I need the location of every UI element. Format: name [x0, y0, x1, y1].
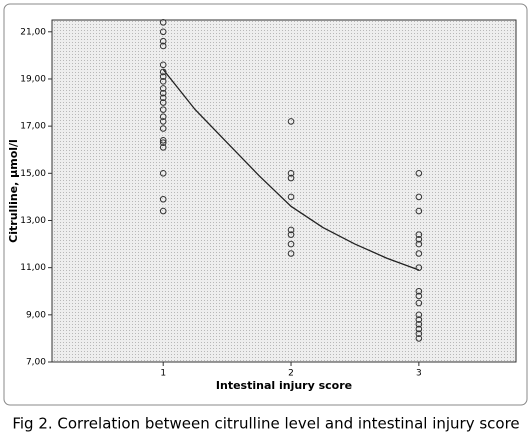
data-point: [159, 118, 167, 125]
data-point: [415, 264, 423, 271]
x-tick-label: 1: [160, 369, 166, 379]
data-point: [415, 287, 423, 295]
y-tick-label: 7,00: [26, 358, 46, 368]
data-point: [159, 139, 167, 146]
data-point: [287, 170, 295, 177]
data-point: [159, 136, 167, 144]
data-point: [159, 85, 167, 92]
plot-area: [51, 19, 517, 363]
data-point: [159, 195, 167, 203]
data-point: [159, 113, 167, 121]
y-tick-label: 13,00: [20, 216, 46, 226]
data-point: [415, 250, 423, 257]
data-point: [287, 226, 295, 234]
data-point: [415, 330, 423, 337]
data-point: [415, 236, 423, 243]
data-point: [159, 42, 167, 50]
data-point: [415, 325, 423, 333]
y-tick-label: 21,00: [20, 27, 46, 37]
data-point: [415, 299, 423, 307]
y-tick-label: 15,00: [20, 169, 46, 179]
data-point: [159, 99, 167, 106]
data-point: [415, 207, 423, 215]
data-point: [159, 144, 167, 151]
x-tick-label: 3: [416, 369, 422, 379]
data-point: [287, 193, 295, 201]
data-point: [415, 311, 423, 319]
y-tick-label: 9,00: [26, 310, 46, 320]
data-point: [415, 240, 423, 248]
y-axis-label: Citrulline, µmol/l: [7, 139, 20, 243]
data-point: [159, 61, 167, 69]
data-point: [415, 316, 423, 323]
data-point: [159, 125, 167, 132]
y-tick-label: 19,00: [20, 74, 46, 84]
data-point: [415, 292, 423, 300]
data-point: [287, 174, 295, 182]
data-point: [415, 231, 423, 238]
data-point: [159, 37, 167, 45]
data-point: [159, 89, 167, 97]
y-tick-label: 17,00: [20, 122, 46, 132]
data-point: [287, 240, 295, 248]
data-point: [287, 118, 295, 125]
data-point: [159, 68, 167, 76]
x-axis-label: Intestinal injury score: [216, 379, 352, 392]
data-point: [159, 207, 167, 215]
fit-line: [162, 69, 420, 271]
x-tick-label: 2: [288, 369, 294, 379]
data-point: [415, 170, 423, 177]
data-point: [287, 250, 295, 257]
data-point: [287, 231, 295, 238]
data-point: [415, 335, 423, 342]
data-point: [415, 193, 423, 201]
data-point: [415, 320, 423, 328]
data-point: [159, 94, 167, 102]
data-point: [159, 73, 167, 80]
caption: Fig 2. Correlation between citrulline le…: [12, 415, 519, 433]
y-tick-label: 11,00: [20, 263, 46, 273]
data-point: [159, 78, 167, 85]
data-point: [159, 170, 167, 177]
data-point: [159, 28, 167, 36]
data-point: [159, 19, 167, 26]
data-point: [159, 106, 167, 113]
